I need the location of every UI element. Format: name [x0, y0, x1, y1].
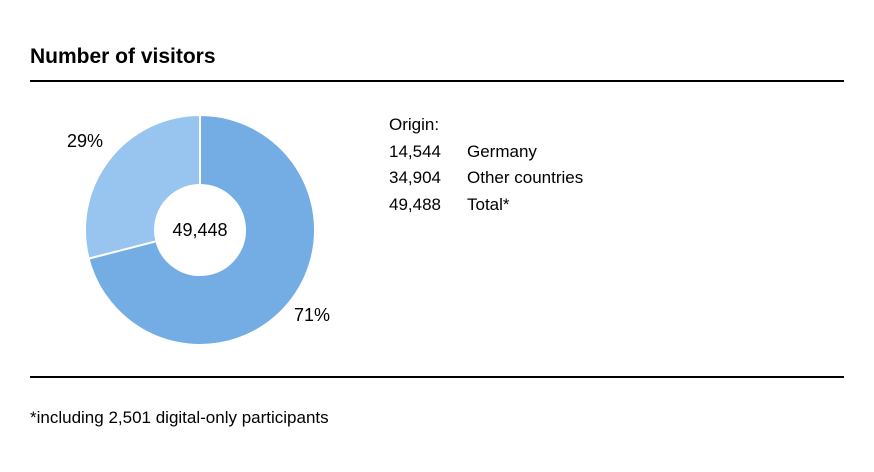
slice-germany	[84, 113, 201, 260]
legend-label: Total*	[467, 194, 510, 214]
legend-label: Other countries	[467, 168, 584, 187]
legend-value: 49,488	[389, 194, 441, 214]
donut-slices	[84, 113, 316, 346]
legend-heading: Origin:	[389, 115, 440, 134]
legend-row-total: 49,488 Total*	[389, 192, 583, 219]
slice-other-countries	[87, 113, 316, 346]
legend-row-other-countries: 34,904 Other countries	[389, 165, 583, 192]
donut-center-label: 49,448	[172, 220, 227, 240]
legend-value: 14,544	[389, 141, 441, 161]
slice-label-other-countries: 71%	[294, 305, 330, 325]
footnote: *including 2,501 digital-only participan…	[30, 408, 329, 427]
top-divider	[30, 80, 844, 82]
legend-value: 34,904	[389, 168, 441, 187]
legend-row-germany: 14,544 Germany	[389, 139, 583, 166]
slice-label-germany: 29%	[67, 131, 103, 151]
bottom-divider	[30, 376, 844, 378]
legend-label: Germany	[467, 141, 537, 161]
chart-title: Number of visitors	[30, 45, 216, 68]
origin-legend: Origin: 14,544 Germany 34,904 Other coun…	[389, 112, 583, 218]
